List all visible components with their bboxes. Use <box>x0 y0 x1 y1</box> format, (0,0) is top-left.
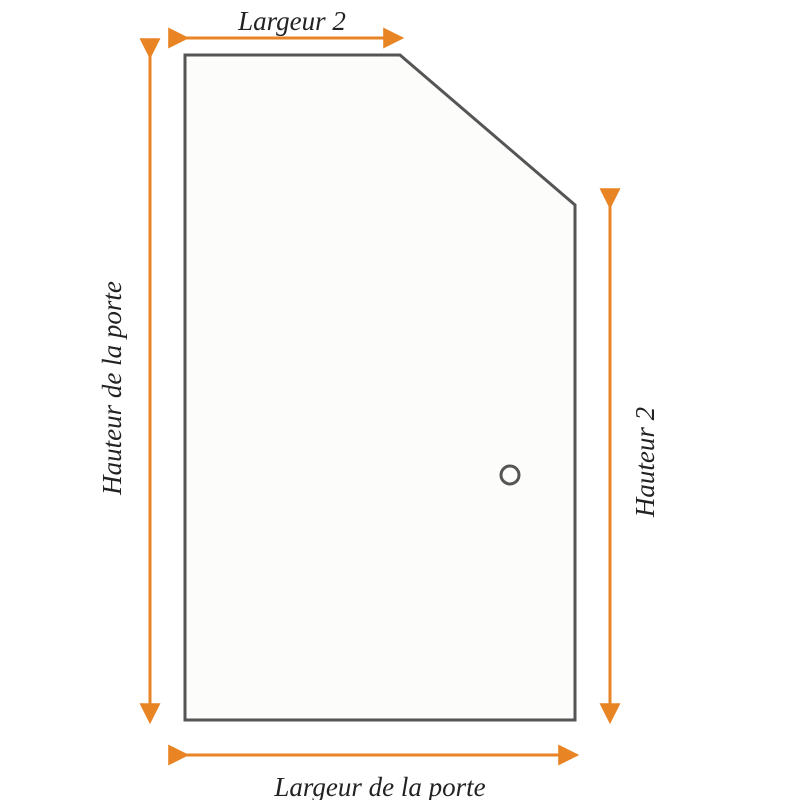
dimension-label: Largeur de la porte <box>273 772 485 800</box>
dimension-label: Largeur 2 <box>237 6 346 36</box>
dimension-largeur2: Largeur 2 <box>185 6 400 38</box>
dimension-largeur_porte: Largeur de la porte <box>185 755 575 800</box>
door-dimension-diagram: Largeur 2 Largeur de la porte Hauteur de l… <box>0 0 800 800</box>
dimension-label: Hauteur 2 <box>630 407 660 518</box>
dimension-hauteur_porte: Hauteur de la porte <box>97 55 150 720</box>
dimension-hauteur2: Hauteur 2 <box>610 205 660 720</box>
dimension-label: Hauteur de la porte <box>97 281 127 496</box>
door-shape <box>185 55 575 720</box>
